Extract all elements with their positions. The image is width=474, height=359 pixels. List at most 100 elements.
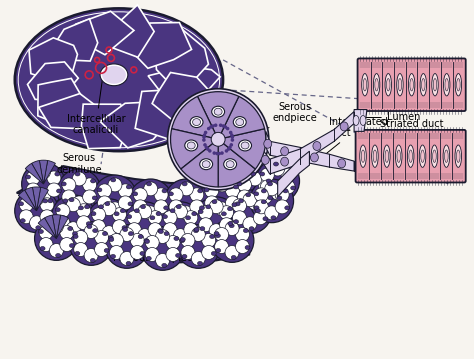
Circle shape [49,243,64,257]
Ellipse shape [237,182,242,186]
Circle shape [208,149,211,153]
Circle shape [184,211,198,225]
Ellipse shape [261,200,266,204]
Circle shape [204,131,208,134]
Ellipse shape [18,11,220,148]
Ellipse shape [383,145,390,167]
Ellipse shape [27,192,32,196]
Ellipse shape [238,199,244,203]
Ellipse shape [18,12,219,147]
Ellipse shape [162,264,167,267]
Ellipse shape [235,202,240,206]
Wedge shape [18,190,36,211]
Circle shape [173,229,187,243]
Circle shape [102,202,116,216]
Circle shape [271,162,285,176]
Ellipse shape [340,122,348,131]
Circle shape [248,172,262,186]
Circle shape [243,193,257,207]
Circle shape [47,183,61,197]
Circle shape [180,206,193,220]
Ellipse shape [79,206,83,210]
Circle shape [52,195,95,238]
Ellipse shape [26,175,30,179]
Ellipse shape [283,189,288,193]
Circle shape [74,230,88,244]
Ellipse shape [57,225,62,229]
Ellipse shape [146,182,152,186]
Ellipse shape [363,79,367,91]
Circle shape [82,178,97,192]
Circle shape [236,239,249,253]
Ellipse shape [243,229,248,233]
Ellipse shape [158,229,164,233]
Circle shape [36,189,51,203]
Ellipse shape [398,79,401,91]
Ellipse shape [140,252,145,256]
Circle shape [77,204,91,218]
Circle shape [209,125,213,129]
Circle shape [77,216,91,230]
Ellipse shape [234,185,238,189]
Circle shape [265,206,279,220]
Circle shape [230,135,234,139]
Ellipse shape [52,220,57,224]
Ellipse shape [266,179,271,183]
Ellipse shape [18,202,24,206]
Ellipse shape [128,232,133,236]
Circle shape [237,190,251,204]
Wedge shape [32,160,44,184]
Circle shape [138,205,152,219]
Ellipse shape [281,157,289,166]
Circle shape [141,227,184,270]
Circle shape [94,243,109,256]
Ellipse shape [73,234,78,238]
Ellipse shape [122,226,127,230]
Wedge shape [32,187,41,211]
Ellipse shape [228,207,232,211]
Circle shape [225,246,239,260]
Ellipse shape [273,162,278,166]
Ellipse shape [55,253,61,257]
Circle shape [128,223,141,237]
Ellipse shape [185,140,198,151]
Circle shape [180,182,193,196]
Circle shape [176,225,220,268]
Ellipse shape [407,145,414,167]
Ellipse shape [232,203,237,207]
Ellipse shape [20,219,25,223]
Ellipse shape [419,145,426,167]
Circle shape [211,132,225,146]
Ellipse shape [111,178,116,182]
Ellipse shape [70,243,74,247]
Circle shape [108,178,122,192]
Polygon shape [148,66,220,99]
Circle shape [112,208,127,222]
Text: Serous
demilune: Serous demilune [56,153,102,175]
Circle shape [84,224,98,238]
Ellipse shape [163,215,167,219]
Ellipse shape [128,202,133,206]
Ellipse shape [233,117,246,127]
Circle shape [109,246,123,260]
Circle shape [194,197,238,241]
Ellipse shape [75,251,80,256]
Circle shape [98,196,111,210]
Circle shape [255,188,268,202]
Ellipse shape [214,108,222,115]
Wedge shape [172,97,218,139]
Wedge shape [181,139,218,187]
Circle shape [190,188,204,202]
Ellipse shape [337,159,346,168]
Circle shape [29,192,44,206]
Ellipse shape [55,208,60,212]
Ellipse shape [97,188,102,192]
Polygon shape [106,5,154,57]
Ellipse shape [409,74,415,96]
Ellipse shape [202,161,210,168]
Ellipse shape [109,238,114,242]
Ellipse shape [198,189,203,193]
Polygon shape [131,23,191,68]
Ellipse shape [251,172,255,176]
Ellipse shape [229,224,234,228]
